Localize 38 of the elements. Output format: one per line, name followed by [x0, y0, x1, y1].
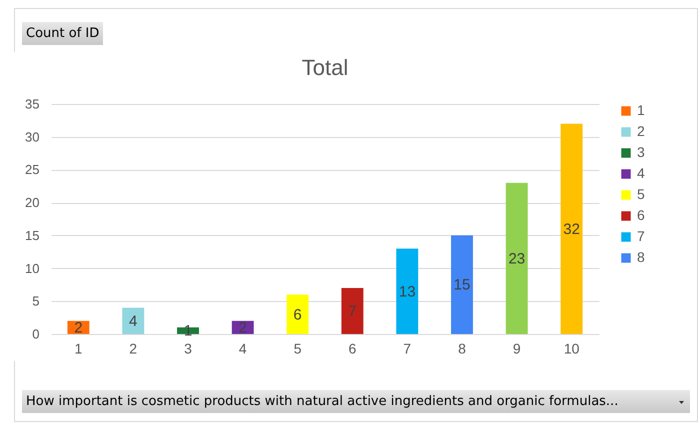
data-label: 23	[508, 250, 526, 268]
data-label: 7	[348, 303, 357, 320]
x-tick-label: 7	[403, 340, 412, 356]
x-tick-label: 4	[238, 340, 247, 356]
x-tick-label: 8	[458, 340, 466, 356]
data-label: 6	[293, 306, 302, 324]
y-tick-label: 5	[32, 294, 40, 309]
x-tick-label: 1	[74, 340, 82, 356]
legend-label: 2	[637, 123, 645, 139]
y-tick-label: 25	[25, 162, 40, 178]
legend-label: 7	[637, 228, 645, 244]
chart-title: Total	[302, 55, 348, 80]
data-label: 32	[563, 220, 580, 238]
y-tick-label: 10	[25, 260, 40, 276]
data-label: 2	[238, 319, 247, 336]
x-tick-label: 5	[294, 340, 302, 356]
legend-label: 1	[637, 102, 645, 118]
data-label: 4	[129, 312, 138, 330]
data-label: 13	[398, 283, 416, 300]
legend-label: 6	[637, 207, 645, 223]
text: Count of ID	[22, 22, 104, 45]
y-tick-label: 0	[32, 326, 40, 342]
legend-label: 4	[637, 165, 645, 181]
x-tick-label: 9	[512, 340, 521, 356]
legend-label: 5	[637, 186, 645, 202]
legend-label: 3	[637, 144, 645, 160]
y-tick-label: 35	[25, 96, 40, 112]
x-tick-label: 6	[348, 340, 356, 356]
y-tick-label: 30	[25, 129, 40, 144]
data-label: 2	[74, 319, 83, 336]
text: How important is cosmetic products with natural active ingredients and organic formulas...	[22, 390, 690, 413]
data-label: 15	[454, 276, 470, 294]
legend-label: 8	[637, 249, 645, 265]
x-tick-label: 2	[129, 340, 138, 356]
x-tick-label: 3	[184, 340, 192, 356]
y-tick-label: 15	[25, 228, 40, 243]
x-tick-label: 10	[564, 340, 580, 356]
y-tick-label: 20	[25, 195, 40, 210]
